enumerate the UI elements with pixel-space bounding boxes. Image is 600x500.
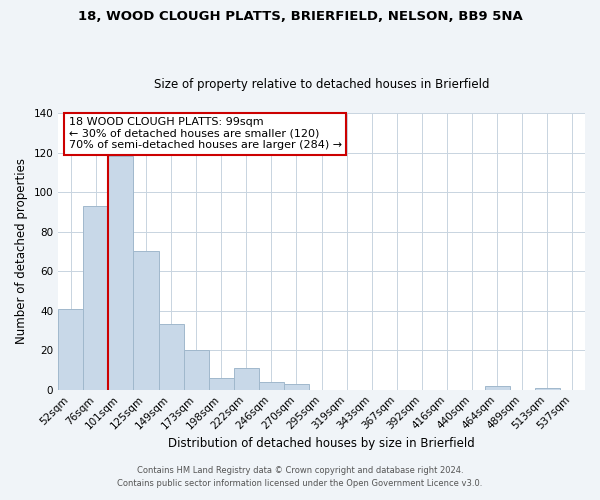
Bar — [259, 382, 284, 390]
Bar — [234, 368, 259, 390]
Bar — [284, 384, 309, 390]
Text: 18, WOOD CLOUGH PLATTS, BRIERFIELD, NELSON, BB9 5NA: 18, WOOD CLOUGH PLATTS, BRIERFIELD, NELS… — [77, 10, 523, 23]
Bar — [485, 386, 510, 390]
Title: Size of property relative to detached houses in Brierfield: Size of property relative to detached ho… — [154, 78, 490, 91]
Bar — [535, 388, 560, 390]
Bar — [158, 324, 184, 390]
Text: 18 WOOD CLOUGH PLATTS: 99sqm
← 30% of detached houses are smaller (120)
70% of s: 18 WOOD CLOUGH PLATTS: 99sqm ← 30% of de… — [69, 117, 342, 150]
Bar — [58, 308, 83, 390]
Bar — [109, 156, 133, 390]
Text: Contains HM Land Registry data © Crown copyright and database right 2024.
Contai: Contains HM Land Registry data © Crown c… — [118, 466, 482, 487]
Bar — [133, 252, 158, 390]
Y-axis label: Number of detached properties: Number of detached properties — [15, 158, 28, 344]
Bar — [83, 206, 109, 390]
X-axis label: Distribution of detached houses by size in Brierfield: Distribution of detached houses by size … — [168, 437, 475, 450]
Bar — [184, 350, 209, 390]
Bar — [209, 378, 234, 390]
